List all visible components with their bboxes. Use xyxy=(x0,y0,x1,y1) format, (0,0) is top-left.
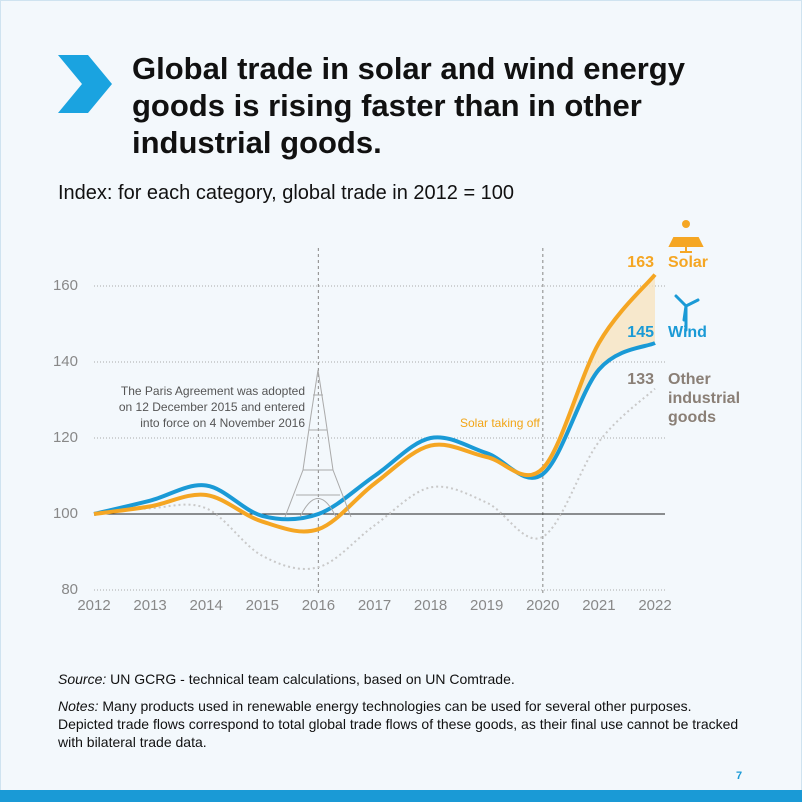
y-tick-label: 100 xyxy=(53,505,78,522)
x-tick-label: 2014 xyxy=(190,597,223,614)
footer-bar xyxy=(0,790,802,802)
subtitle: Index: for each category, global trade i… xyxy=(58,182,515,204)
eiffel-tower-icon xyxy=(284,369,352,518)
title: Global trade in solar and wind energy go… xyxy=(132,51,685,160)
x-tick-label: 2021 xyxy=(582,597,615,614)
x-tick-label: 2022 xyxy=(638,597,671,614)
value-label: 133 xyxy=(627,371,654,388)
decorations xyxy=(284,220,704,518)
x-tick-label: 2013 xyxy=(133,597,166,614)
y-tick-label: 120 xyxy=(53,429,78,446)
notes-text: Many products used in renewable energy t… xyxy=(58,698,739,750)
annotation: Solar taking off xyxy=(460,416,540,430)
notes: Notes: Many products used in renewable e… xyxy=(58,697,748,751)
x-tick-label: 2020 xyxy=(526,597,559,614)
source-label: Source: xyxy=(58,671,107,687)
wind-icon xyxy=(674,294,700,332)
x-tick-label: 2017 xyxy=(358,597,391,614)
chevron-icon xyxy=(58,55,112,113)
y-tick-label: 160 xyxy=(53,277,78,294)
line xyxy=(93,273,657,534)
x-tick-label: 2018 xyxy=(414,597,447,614)
legend-label: Wind xyxy=(668,324,707,341)
x-tick-label: 2015 xyxy=(246,597,279,614)
source-text: UN GCRG - technical team calculations, b… xyxy=(110,671,515,687)
line xyxy=(93,387,656,570)
page-number: 7 xyxy=(736,770,743,782)
y-tick-label: 80 xyxy=(61,581,78,598)
source: Source: UN GCRG - technical team calcula… xyxy=(58,671,515,687)
notes-label: Notes: xyxy=(58,698,99,714)
x-tick-label: 2012 xyxy=(77,597,110,614)
legend-label: Other industrial goods xyxy=(668,371,741,426)
x-tick-label: 2019 xyxy=(470,597,503,614)
legend-label: Solar xyxy=(668,254,709,271)
value-label: 145 xyxy=(627,324,654,341)
solar-icon xyxy=(668,220,704,253)
x-tick-label: 2016 xyxy=(302,597,335,614)
line xyxy=(93,341,656,522)
y-tick-label: 140 xyxy=(53,353,78,370)
annotation: The Paris Agreement was adopted on 12 De… xyxy=(118,384,305,430)
value-label: 163 xyxy=(627,254,654,271)
